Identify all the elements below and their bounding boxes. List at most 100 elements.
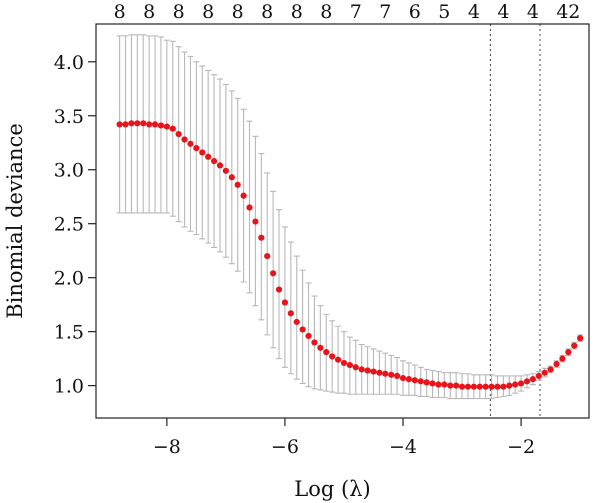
x-axis-ticks: −8 −6 −4 −2	[153, 418, 535, 458]
data-point	[157, 122, 165, 129]
data-point	[329, 353, 336, 360]
data-point	[252, 218, 259, 225]
data-point	[305, 332, 312, 340]
data-points	[116, 120, 584, 390]
data-point	[216, 162, 224, 169]
y-axis-title: Binomial deviance	[3, 123, 27, 319]
error-bar	[270, 190, 277, 349]
reference-lines	[489, 24, 541, 418]
data-point	[553, 360, 560, 368]
data-point	[571, 342, 578, 349]
top-axis-label: 8	[143, 1, 155, 23]
data-point	[264, 252, 271, 260]
top-axis-label: 8	[202, 1, 214, 23]
data-point	[240, 192, 247, 199]
data-point	[169, 125, 176, 132]
data-point	[559, 355, 566, 362]
data-point	[116, 121, 123, 128]
x-tick-label: −4	[389, 436, 417, 458]
data-point	[382, 370, 389, 377]
error-bar	[293, 255, 300, 380]
top-axis-label: 8	[320, 1, 332, 23]
data-point	[270, 270, 277, 277]
data-point	[334, 356, 342, 363]
data-point	[476, 383, 483, 390]
data-point	[506, 382, 513, 389]
data-point	[405, 376, 413, 383]
data-point	[523, 378, 531, 385]
data-point	[364, 367, 371, 374]
data-point	[376, 369, 383, 376]
data-point	[352, 364, 359, 371]
data-point	[146, 121, 153, 128]
top-axis-label: 4	[468, 1, 480, 23]
data-point	[311, 339, 318, 346]
data-point	[394, 372, 401, 380]
y-tick-label: 2.0	[54, 268, 84, 290]
data-point	[181, 136, 188, 143]
top-axis-label: 8	[114, 1, 126, 23]
data-point	[488, 383, 495, 390]
data-point	[175, 131, 182, 138]
data-point	[518, 380, 525, 387]
x-tick-label: −2	[507, 436, 535, 458]
data-point	[128, 120, 135, 127]
top-axis-label: 8	[261, 1, 273, 23]
top-axis-label: 8	[232, 1, 244, 23]
data-point	[447, 382, 454, 389]
top-axis-label: 8	[173, 1, 185, 23]
data-point	[134, 120, 141, 127]
data-point	[464, 383, 472, 390]
data-point	[346, 362, 353, 369]
data-point	[494, 383, 501, 390]
top-axis-label: 5	[438, 1, 450, 23]
y-tick-label: 3.0	[54, 160, 84, 182]
plot-frame	[95, 23, 590, 419]
data-point	[500, 383, 507, 390]
data-point	[151, 121, 159, 128]
error-bar	[287, 241, 294, 375]
data-point	[529, 376, 537, 383]
x-tick-label: −6	[271, 436, 299, 458]
top-axis-label: 7	[379, 1, 391, 23]
data-point	[470, 383, 477, 390]
data-point	[417, 378, 424, 385]
data-point	[317, 344, 324, 351]
data-point	[228, 174, 235, 181]
data-point	[565, 349, 572, 356]
top-axis-label: 4	[497, 1, 509, 23]
x-tick-label: −8	[153, 436, 181, 458]
top-axis-label: 7	[350, 1, 362, 23]
data-point	[388, 371, 395, 378]
data-point	[122, 121, 129, 128]
data-point	[193, 145, 200, 152]
data-point	[399, 374, 407, 382]
data-point	[199, 149, 206, 156]
data-point	[423, 379, 430, 386]
data-point	[187, 140, 194, 147]
data-point	[370, 368, 377, 375]
data-point	[293, 318, 300, 326]
data-point	[458, 383, 466, 390]
y-tick-label: 1.5	[54, 322, 84, 344]
y-axis-ticks: 1.0 1.5 2.0 2.5 3.0 3.5 4.0	[54, 52, 96, 398]
data-point	[340, 359, 348, 367]
error-bar	[281, 226, 288, 368]
data-point	[411, 377, 418, 384]
data-point	[512, 381, 519, 388]
data-point	[163, 123, 170, 130]
data-point	[541, 369, 548, 376]
data-point	[205, 153, 212, 160]
top-axis-label: 4	[527, 1, 539, 23]
y-tick-label: 2.5	[54, 214, 84, 236]
data-point	[323, 349, 330, 356]
data-point	[482, 383, 489, 390]
data-point	[429, 380, 436, 387]
data-point	[287, 310, 294, 317]
y-tick-label: 3.5	[54, 106, 84, 128]
axes	[95, 23, 590, 419]
y-tick-label: 1.0	[54, 376, 84, 398]
data-point	[275, 286, 283, 293]
